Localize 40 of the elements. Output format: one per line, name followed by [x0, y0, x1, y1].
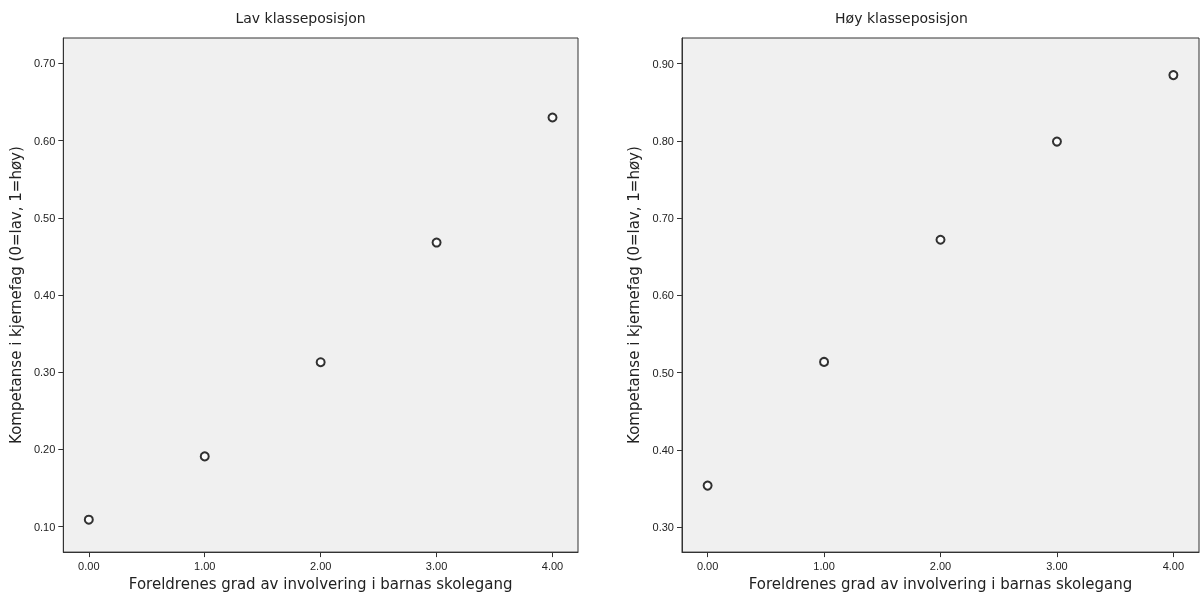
y-tick-label: 0.50	[33, 211, 56, 224]
point	[83, 514, 94, 525]
point	[1051, 136, 1062, 147]
x-tick-label: 1.00	[194, 559, 216, 572]
x-tick-label: 3.00	[1046, 559, 1068, 572]
y-tick-label: 0.40	[33, 289, 56, 302]
x-tick-label: 4.00	[541, 559, 564, 572]
x-axis-title: Foreldrenes grad av involvering i barnas skolegang	[748, 574, 1133, 593]
y-tick-label: 0.60	[33, 134, 56, 147]
x-tick-label: 2.00	[309, 559, 332, 572]
point	[819, 356, 830, 367]
x-axis-title: Foreldrenes grad av involvering i barnas skolegang	[128, 574, 513, 593]
y-tick-label: 0.30	[652, 521, 674, 534]
y-tick-label: 0.60	[652, 289, 674, 302]
y-tick-label: 0.10	[33, 520, 56, 533]
y-tick-label: 0.40	[652, 444, 674, 457]
point	[1168, 70, 1179, 81]
chart-title: Høy klasseposisjon	[835, 10, 968, 26]
y-tick-label: 0.70	[652, 212, 674, 225]
point	[547, 112, 558, 123]
y-tick-label: 0.20	[33, 443, 56, 456]
y-tick-label: 0.90	[652, 57, 674, 70]
point	[702, 480, 713, 491]
point	[431, 237, 442, 248]
point	[199, 451, 210, 462]
chart-title: Lav klasseposisjon	[235, 10, 366, 26]
y-tick-label: 0.50	[652, 366, 674, 379]
y-axis-title: Kompetanse i kjernefag (0=lav, 1=høy)	[6, 146, 25, 444]
x-tick-label: 0.00	[78, 559, 100, 572]
point	[935, 234, 946, 245]
y-axis-title: Kompetanse i kjernefag (0=lav, 1=høy)	[625, 146, 644, 444]
y-tick-label: 0.70	[33, 57, 56, 70]
x-tick-label: 4.00	[1162, 559, 1185, 572]
y-tick-label: 0.80	[652, 134, 674, 147]
x-tick-label: 1.00	[813, 559, 835, 572]
x-tick-label: 3.00	[425, 559, 448, 572]
x-tick-label: 2.00	[929, 559, 952, 572]
point	[315, 357, 326, 368]
y-tick-label: 0.30	[33, 366, 56, 379]
x-tick-label: 0.00	[696, 559, 719, 572]
